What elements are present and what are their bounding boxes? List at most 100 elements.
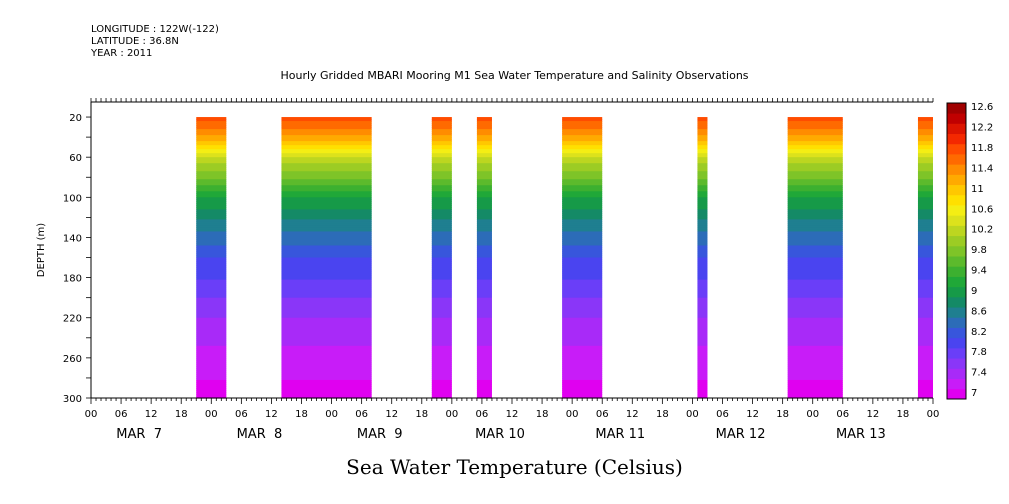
heat-cell bbox=[697, 173, 708, 176]
heat-cell bbox=[196, 223, 227, 227]
heat-cell bbox=[281, 187, 372, 190]
heat-cell bbox=[562, 165, 603, 168]
heat-cell bbox=[476, 313, 492, 317]
heat-cell bbox=[196, 319, 227, 323]
heat-cell bbox=[281, 125, 372, 128]
heat-cell bbox=[196, 235, 227, 239]
heat-cell bbox=[476, 169, 492, 172]
heat-cell bbox=[476, 135, 492, 138]
heat-cell bbox=[476, 311, 492, 315]
heat-cell bbox=[697, 177, 708, 180]
heat-cell bbox=[562, 333, 603, 337]
heat-cell bbox=[917, 365, 933, 369]
colorbar-tick-label: 10.6 bbox=[971, 204, 993, 215]
heat-cell bbox=[787, 393, 843, 397]
day-label: MAR 13 bbox=[836, 427, 886, 442]
heat-cell bbox=[562, 347, 603, 351]
heat-cell bbox=[431, 345, 452, 349]
heat-cell bbox=[196, 165, 227, 168]
heat-cell bbox=[281, 301, 372, 305]
heat-cell bbox=[431, 257, 452, 261]
heat-cell bbox=[917, 381, 933, 385]
heat-cell bbox=[281, 177, 372, 180]
heat-cell bbox=[431, 219, 452, 223]
heat-cell bbox=[917, 303, 933, 307]
heat-cell bbox=[697, 369, 708, 373]
heat-cell bbox=[787, 217, 843, 220]
heat-cell bbox=[697, 225, 708, 229]
heat-cell bbox=[917, 289, 933, 293]
heat-cell bbox=[431, 337, 452, 341]
heat-cell bbox=[562, 135, 603, 138]
heat-cell bbox=[431, 211, 452, 214]
heat-cell bbox=[917, 309, 933, 313]
colorbar-tick-label: 12.6 bbox=[971, 102, 993, 113]
heat-cell bbox=[476, 317, 492, 321]
heat-cell bbox=[431, 117, 452, 120]
heat-cell bbox=[476, 171, 492, 174]
heat-cell bbox=[431, 309, 452, 313]
heat-cell bbox=[431, 231, 452, 235]
heat-cell bbox=[787, 145, 843, 148]
heat-cell bbox=[562, 153, 603, 156]
heat-cell bbox=[281, 387, 372, 391]
heat-cell bbox=[562, 245, 603, 249]
heat-cell bbox=[697, 189, 708, 192]
heat-cell bbox=[917, 243, 933, 247]
heat-cell bbox=[787, 345, 843, 349]
heat-cell bbox=[431, 161, 452, 164]
heat-cell bbox=[431, 333, 452, 337]
heat-cell bbox=[476, 293, 492, 297]
heat-cell bbox=[697, 325, 708, 329]
colorbar-swatch bbox=[947, 113, 966, 124]
heat-cell bbox=[281, 285, 372, 289]
heat-cell bbox=[697, 337, 708, 341]
longitude-label: LONGITUDE : 122W(-122) bbox=[91, 24, 219, 35]
heat-cell bbox=[431, 139, 452, 142]
heat-cell bbox=[476, 121, 492, 124]
heat-cell bbox=[281, 215, 372, 218]
heat-cell bbox=[476, 321, 492, 325]
heat-cell bbox=[281, 173, 372, 176]
heat-cell bbox=[917, 147, 933, 150]
heat-cell bbox=[917, 329, 933, 333]
heat-cell bbox=[562, 189, 603, 192]
heat-cell bbox=[431, 229, 452, 233]
heat-cell bbox=[431, 175, 452, 178]
heat-cell bbox=[562, 377, 603, 381]
heat-cell bbox=[697, 317, 708, 321]
heat-cell bbox=[697, 291, 708, 295]
heat-cell bbox=[697, 167, 708, 170]
heat-cell bbox=[697, 333, 708, 337]
heat-cell bbox=[281, 117, 372, 120]
heat-cell bbox=[697, 153, 708, 156]
heat-cell bbox=[917, 155, 933, 158]
heat-cell bbox=[196, 323, 227, 327]
heat-cell bbox=[917, 239, 933, 243]
heat-cell bbox=[917, 325, 933, 329]
heat-cell bbox=[281, 195, 372, 198]
heat-cell bbox=[431, 223, 452, 227]
heat-cell bbox=[787, 329, 843, 333]
heat-cell bbox=[787, 355, 843, 359]
heat-cell bbox=[476, 159, 492, 162]
heat-cell bbox=[917, 299, 933, 303]
heat-cell bbox=[476, 345, 492, 349]
heat-cell bbox=[196, 373, 227, 377]
heat-cell bbox=[917, 195, 933, 198]
heat-cell bbox=[917, 371, 933, 375]
heat-cell bbox=[281, 137, 372, 140]
heat-cell bbox=[196, 269, 227, 273]
heat-cell bbox=[697, 307, 708, 311]
heat-cell bbox=[196, 387, 227, 391]
heat-cell bbox=[196, 207, 227, 210]
heat-cell bbox=[196, 317, 227, 321]
heat-cell bbox=[787, 277, 843, 281]
heat-cell bbox=[281, 121, 372, 124]
heat-cell bbox=[562, 299, 603, 303]
heat-cell bbox=[917, 317, 933, 321]
heat-cell bbox=[562, 313, 603, 317]
heat-cell bbox=[476, 291, 492, 295]
heat-cell bbox=[697, 391, 708, 395]
heat-cell bbox=[562, 279, 603, 283]
